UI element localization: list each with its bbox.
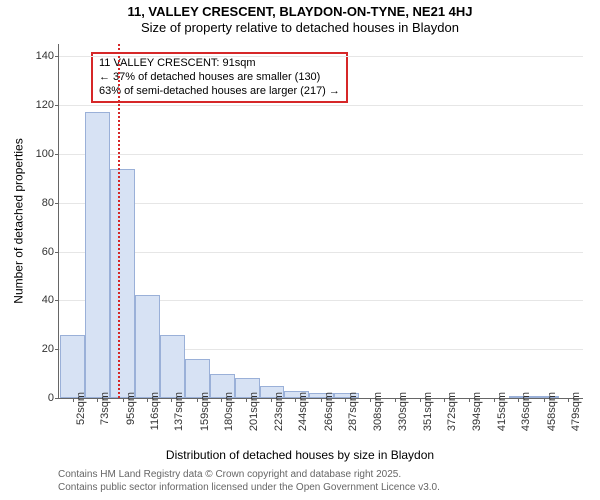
y-tick-label: 80 xyxy=(24,197,59,209)
y-tick-mark xyxy=(55,203,59,204)
histogram-bar xyxy=(110,169,135,398)
x-tick-mark xyxy=(420,398,421,402)
annotation-line1: 11 VALLEY CRESCENT: 91sqm xyxy=(99,57,340,71)
y-tick-mark xyxy=(55,105,59,106)
x-tick-label: 458sqm xyxy=(546,392,558,431)
x-tick-label: 159sqm xyxy=(199,392,211,431)
x-tick-label: 223sqm xyxy=(273,392,285,431)
x-tick-mark xyxy=(73,398,74,402)
y-tick-mark xyxy=(55,300,59,301)
x-tick-mark xyxy=(123,398,124,402)
y-tick-mark xyxy=(55,56,59,57)
gridline xyxy=(59,252,583,253)
x-tick-label: 73sqm xyxy=(99,392,111,425)
footer-line1: Contains HM Land Registry data © Crown c… xyxy=(58,469,440,482)
x-tick-mark xyxy=(147,398,148,402)
x-tick-label: 351sqm xyxy=(422,392,434,431)
x-tick-mark xyxy=(271,398,272,402)
x-tick-mark xyxy=(444,398,445,402)
y-tick-label: 0 xyxy=(24,392,59,404)
y-tick-label: 20 xyxy=(24,343,59,355)
gridline xyxy=(59,56,583,57)
annotation-line2: ← 37% of detached houses are smaller (13… xyxy=(99,71,340,85)
gridline xyxy=(59,105,583,106)
footer-line2: Contains public sector information licen… xyxy=(58,482,440,495)
histogram-bar xyxy=(85,112,110,398)
x-tick-label: 479sqm xyxy=(570,392,582,431)
chart-title-sub: Size of property relative to detached ho… xyxy=(0,20,600,35)
x-tick-label: 330sqm xyxy=(397,392,409,431)
footer-text: Contains HM Land Registry data © Crown c… xyxy=(58,469,440,494)
x-tick-label: 308sqm xyxy=(372,392,384,431)
x-tick-label: 436sqm xyxy=(520,392,532,431)
x-tick-mark xyxy=(568,398,569,402)
x-tick-label: 95sqm xyxy=(125,392,137,425)
y-tick-label: 140 xyxy=(24,50,59,62)
x-tick-mark xyxy=(370,398,371,402)
x-tick-label: 180sqm xyxy=(223,392,235,431)
histogram-bar xyxy=(135,295,160,398)
histogram-bar xyxy=(60,335,85,398)
x-tick-mark xyxy=(197,398,198,402)
x-tick-mark xyxy=(544,398,545,402)
y-tick-mark xyxy=(55,349,59,350)
x-axis-label: Distribution of detached houses by size … xyxy=(0,448,600,462)
histogram-bar xyxy=(160,335,185,398)
x-tick-mark xyxy=(246,398,247,402)
y-tick-mark xyxy=(55,154,59,155)
x-tick-label: 244sqm xyxy=(297,392,309,431)
y-tick-mark xyxy=(55,398,59,399)
annotation-line3: 63% of semi-detached houses are larger (… xyxy=(99,85,340,99)
gridline xyxy=(59,203,583,204)
x-tick-label: 137sqm xyxy=(173,392,185,431)
annotation-box: 11 VALLEY CRESCENT: 91sqm ← 37% of detac… xyxy=(91,52,348,103)
gridline xyxy=(59,154,583,155)
x-tick-label: 52sqm xyxy=(75,392,87,425)
x-tick-label: 415sqm xyxy=(496,392,508,431)
y-tick-mark xyxy=(55,252,59,253)
x-tick-label: 287sqm xyxy=(347,392,359,431)
x-tick-label: 372sqm xyxy=(446,392,458,431)
chart-title-main: 11, VALLEY CRESCENT, BLAYDON-ON-TYNE, NE… xyxy=(0,4,600,19)
y-tick-label: 100 xyxy=(24,148,59,160)
property-marker-line xyxy=(118,44,120,398)
y-tick-label: 120 xyxy=(24,99,59,111)
x-tick-mark xyxy=(518,398,519,402)
histogram-plot: 11 VALLEY CRESCENT: 91sqm ← 37% of detac… xyxy=(58,44,583,399)
x-tick-mark xyxy=(494,398,495,402)
x-tick-label: 266sqm xyxy=(323,392,335,431)
x-tick-label: 394sqm xyxy=(471,392,483,431)
y-tick-label: 60 xyxy=(24,246,59,258)
x-tick-label: 201sqm xyxy=(248,392,260,431)
y-tick-label: 40 xyxy=(24,294,59,306)
x-tick-label: 116sqm xyxy=(149,392,161,430)
x-tick-mark xyxy=(321,398,322,402)
